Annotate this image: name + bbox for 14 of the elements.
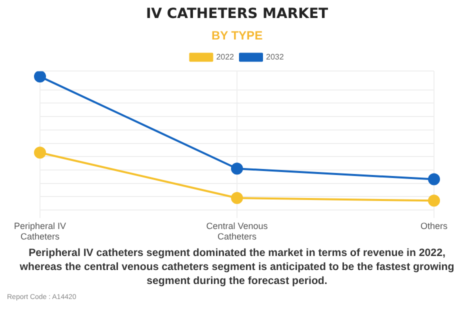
chart-subtitle: BY TYPE (211, 28, 263, 42)
point (428, 194, 440, 207)
point (34, 146, 46, 159)
point (428, 173, 440, 186)
x-tick-label: Peripheral IV Catheters (14, 220, 66, 242)
x-tick-label: Central Venous Catheters (206, 220, 268, 242)
legend-label: 2032 (266, 52, 284, 62)
point (231, 162, 243, 175)
text: Peripheral IV catheters segment dominated the market in terms of revenue in 2022, whereas the central venous catheters segment is anticipated to be the fastest growing segment during the forecast period. (18, 246, 456, 288)
x-tick-label: Others (420, 220, 448, 231)
chart-title: IV CATHETERS MARKET (146, 6, 329, 22)
point (231, 192, 243, 204)
legend-label: 2022 (216, 52, 235, 62)
point (34, 71, 46, 83)
